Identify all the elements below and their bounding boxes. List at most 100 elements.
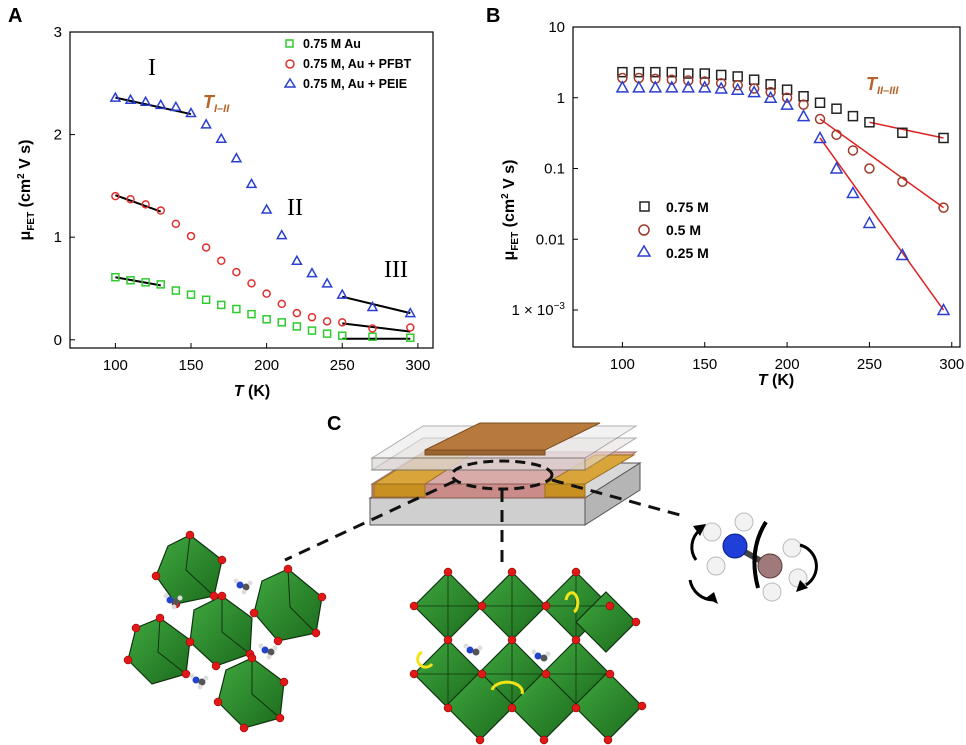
data-point-circle (699, 76, 710, 87)
data-point-circle (831, 129, 842, 140)
data-point-square (732, 71, 743, 82)
x-tick-label: 200 (254, 357, 279, 374)
data-point-triangle (139, 95, 152, 107)
ordered-lattice-illustration (409, 567, 647, 745)
data-point-triangle (796, 109, 811, 122)
data-point-triangle (895, 247, 910, 261)
panel-a-xlabel-var: T (234, 383, 245, 400)
data-point-triangle (615, 80, 630, 93)
data-point-circle (897, 176, 908, 187)
panel-a-frame (69, 31, 434, 349)
y-tick-label: 2 (54, 127, 62, 144)
panel-a-ylabel-unit: (cm (17, 179, 34, 212)
data-point-square (292, 322, 302, 331)
data-point-circle (307, 312, 317, 322)
panel-b-frame (572, 26, 961, 348)
data-point-circle (201, 243, 211, 252)
data-point-circle (156, 206, 165, 215)
data-point-square (617, 66, 628, 78)
data-point-triangle (763, 90, 778, 104)
data-point-square (897, 127, 908, 139)
data-point-square (201, 295, 211, 305)
data-point-circle (748, 83, 760, 94)
panel-a-legend: 0.75 M Au 0.75 M, Au + PFBT 0.75 M, Au +… (283, 37, 412, 91)
data-point-triangle (697, 80, 712, 93)
legend-marker-square (285, 39, 294, 48)
data-point-triangle (185, 107, 197, 118)
data-point-circle (368, 324, 377, 333)
data-point-triangle (846, 185, 860, 199)
data-point-circle (322, 317, 332, 326)
panel-a-ylabel-main: μ (17, 231, 34, 241)
panel-b-letter: B (486, 5, 500, 27)
data-point-square (748, 74, 760, 85)
data-point-triangle (109, 91, 122, 102)
data-point-square (186, 290, 196, 299)
data-point-circle (814, 113, 826, 125)
data-point-triangle (366, 300, 379, 312)
data-point-circle (186, 231, 196, 241)
panel-b-chart: 100 150 200 250 300 10 1 0.1 0.01 1 × 10−3 μFET (… (500, 19, 964, 389)
x-tick-label: 150 (178, 357, 203, 374)
panel-a-xlabel-unit: (K) (244, 383, 271, 400)
y-tick-label: 10 (548, 19, 565, 36)
data-point-circle (406, 323, 415, 332)
data-point-circle (126, 194, 135, 204)
data-point-square (262, 315, 271, 324)
fit-line (115, 276, 161, 287)
y-tick-label: 0.01 (536, 231, 565, 248)
x-tick-label: 200 (775, 356, 800, 373)
data-point-square (666, 66, 678, 78)
data-point-circle (171, 219, 181, 229)
data-point-triangle (665, 80, 679, 93)
svg-text:μFET (cm2 V s): μFET (cm2 V s) (16, 140, 37, 241)
data-point-triangle (648, 80, 663, 93)
panel-a-region-iii: III (384, 257, 408, 283)
data-point-square (864, 117, 875, 128)
data-point-circle (781, 92, 793, 104)
legend-a-label-1: 0.75 M Au (303, 37, 361, 51)
data-point-square (765, 79, 776, 90)
panel-a-transition-t: T (203, 92, 216, 112)
rotating-cation-illustration (688, 512, 818, 604)
data-point-circle (732, 80, 743, 91)
data-point-triangle (260, 203, 273, 214)
y-tick-label: 1 (54, 229, 62, 246)
data-point-square (156, 280, 165, 289)
data-point-square (633, 66, 645, 78)
device-stack-illustration (284, 422, 681, 570)
panel-b-transition-label: TII–III (866, 74, 899, 97)
data-point-triangle (829, 161, 844, 174)
data-point-circle (765, 86, 776, 98)
zoom-ellipse (450, 459, 554, 491)
data-point-triangle (813, 130, 827, 144)
data-point-triangle (200, 118, 212, 129)
data-point-square (232, 304, 241, 314)
data-point-circle (715, 78, 727, 89)
data-point-circle (232, 267, 241, 277)
data-point-circle (338, 318, 347, 327)
data-point-square (217, 300, 226, 310)
panel-a-region-ii: II (287, 195, 303, 221)
y-tick-label: 3 (54, 24, 62, 41)
panel-b-ylabel-main: μ (501, 251, 518, 261)
panel-b-ylabel-unit: (cm (501, 199, 518, 232)
fit-line (115, 194, 162, 213)
data-point-square (938, 132, 949, 144)
data-point-square (338, 331, 347, 340)
panel-b-transition-sub: II–III (877, 85, 899, 97)
data-point-circle (277, 299, 286, 309)
data-point-triangle (245, 177, 258, 189)
panel-a-transition-sub: I–II (214, 103, 230, 115)
data-point-square (683, 68, 694, 79)
panel-a-transition-label: TI–II (203, 92, 230, 115)
x-tick-label: 100 (103, 357, 128, 374)
svg-text:μFET (cm2 V s): μFET (cm2 V s) (500, 160, 521, 261)
legend-b-label-3: 0.25 M (666, 245, 709, 261)
x-tick-label: 300 (939, 356, 964, 373)
panel-a-region-i: I (148, 55, 156, 81)
data-point-triangle (681, 80, 696, 93)
data-point-square (814, 97, 826, 108)
data-point-square (368, 332, 377, 341)
